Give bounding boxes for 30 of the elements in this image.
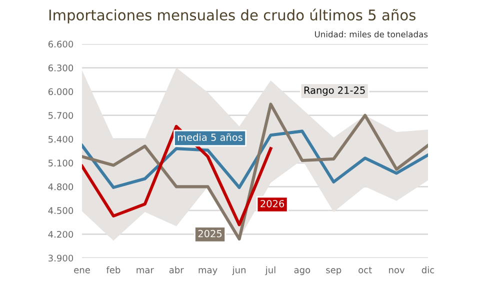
x-tick-label: sep [326,268,342,276]
y-tick-label: 4.500 [48,207,74,214]
x-tick-label: dic [422,266,434,274]
y-tick-label: 6.000 [48,88,74,96]
x-tick-label: abr [169,266,184,274]
x-tick-label: may [198,268,218,276]
series-label: 2025 [198,230,222,238]
x-tick-label: mar [136,268,154,274]
y-tick-label: 3.900 [48,254,74,262]
y-tick-label: 4.800 [48,183,74,190]
x-tick-label: oct [358,266,372,274]
x-tick-label: jun [232,266,246,276]
x-tick-label: jul [265,266,276,276]
series-label: media 5 años [178,133,242,141]
x-tick-label: feb [106,266,120,274]
line-series [82,102,428,241]
y-tick-label: 5.700 [48,112,74,119]
series-label: 2026 [260,200,284,208]
x-tick-label: ene [74,268,90,274]
chart-subtitle: Unidad: miles de toneladas [315,30,428,38]
x-tick-label: nov [389,268,405,274]
y-tick-label: 6.300 [48,64,74,72]
line-series [82,130,428,189]
x-tick-label: ago [294,268,310,276]
y-tick-label: 6.600 [48,40,74,48]
annotation: Rango 21-25 [304,86,365,96]
y-tick-label: 5.400 [48,136,74,143]
chart-title: Importaciones mensuales de crudo últimos 5 años [49,8,416,24]
y-tick-label: 4.200 [48,230,74,238]
y-tick-label: 5.100 [48,160,74,166]
